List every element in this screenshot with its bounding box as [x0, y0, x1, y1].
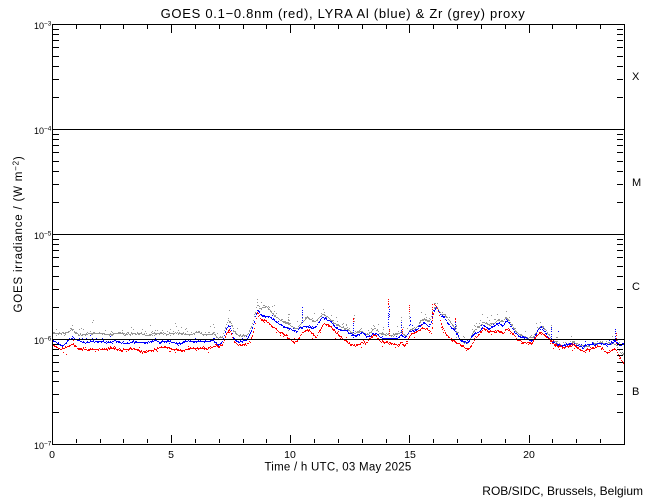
svg-text:10−5: 10−5 — [34, 231, 52, 242]
svg-text:Time / h UTC, 03 May 2025: Time / h UTC, 03 May 2025 — [264, 462, 411, 474]
svg-text:GOES irradiance / (W m−2): GOES irradiance / (W m−2) — [12, 156, 26, 313]
svg-text:ROB/SIDC, Brussels, Belgium: ROB/SIDC, Brussels, Belgium — [482, 484, 643, 498]
svg-text:10−7: 10−7 — [34, 441, 52, 452]
svg-text:X: X — [632, 71, 640, 83]
svg-text:0: 0 — [49, 449, 55, 461]
svg-text:15: 15 — [404, 449, 416, 461]
svg-text:C: C — [632, 281, 640, 293]
svg-text:B: B — [632, 386, 639, 398]
svg-text:10−6: 10−6 — [34, 336, 52, 347]
svg-text:10: 10 — [284, 449, 296, 461]
svg-text:GOES 0.1−0.8nm (red), LYRA Al: GOES 0.1−0.8nm (red), LYRA Al (blue) & Z… — [161, 6, 526, 21]
svg-text:M: M — [632, 177, 641, 189]
svg-text:10−4: 10−4 — [34, 126, 52, 137]
svg-text:10−3: 10−3 — [34, 21, 52, 32]
svg-text:20: 20 — [523, 449, 535, 461]
svg-text:5: 5 — [168, 449, 174, 461]
